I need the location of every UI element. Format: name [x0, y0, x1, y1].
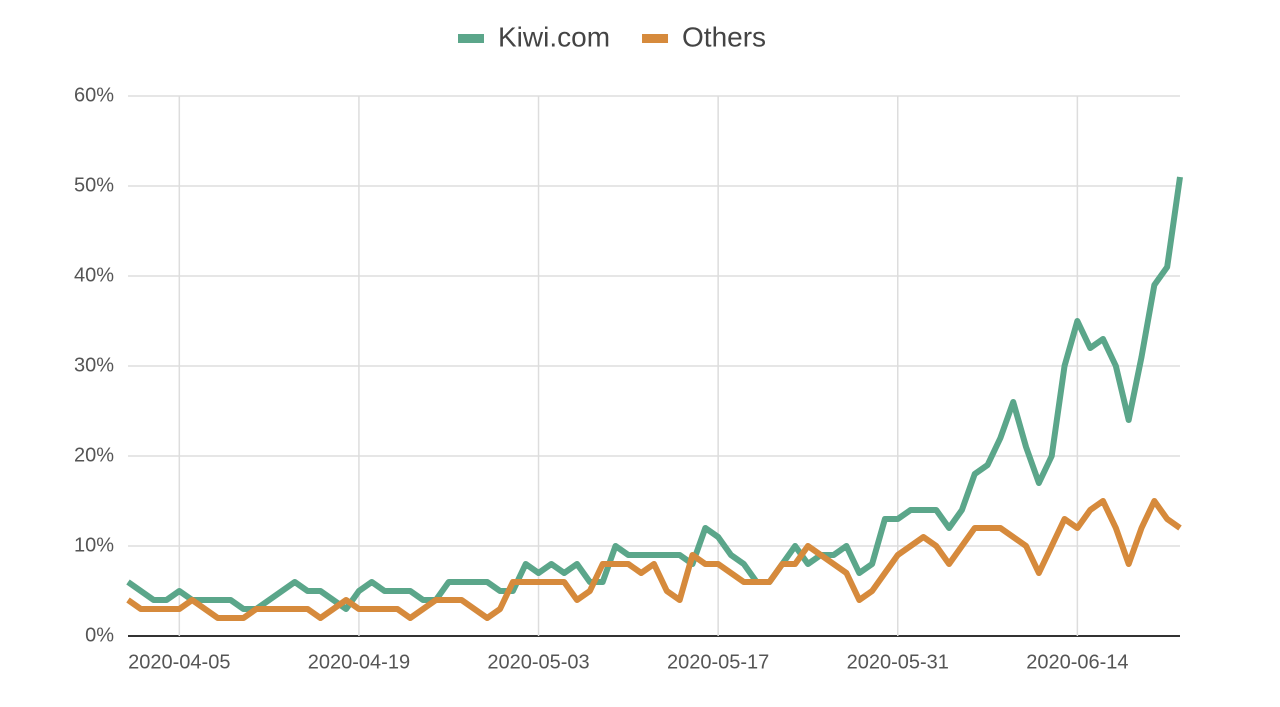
y-tick-label: 40%	[74, 264, 114, 286]
y-tick-label: 20%	[74, 444, 114, 466]
y-tick-label: 30%	[74, 354, 114, 376]
legend-swatch	[642, 34, 669, 43]
legend-swatch	[458, 34, 484, 43]
x-tick-label: 2020-05-17	[667, 651, 769, 673]
y-tick-label: 50%	[74, 174, 114, 196]
x-tick-label: 2020-06-14	[1026, 651, 1128, 673]
x-tick-label: 2020-04-05	[128, 651, 230, 673]
y-tick-label: 0%	[85, 624, 114, 646]
y-tick-label: 10%	[74, 534, 114, 556]
x-tick-label: 2020-05-03	[487, 651, 589, 673]
legend-label: Kiwi.com	[498, 21, 610, 52]
x-tick-label: 2020-05-31	[847, 651, 949, 673]
legend: Kiwi.com Others	[458, 21, 766, 52]
x-tick-label: 2020-04-19	[308, 651, 410, 673]
series-line	[126, 498, 1182, 621]
series-line	[126, 176, 1183, 612]
legend-label: Others	[682, 21, 766, 52]
y-tick-label: 60%	[74, 84, 114, 106]
